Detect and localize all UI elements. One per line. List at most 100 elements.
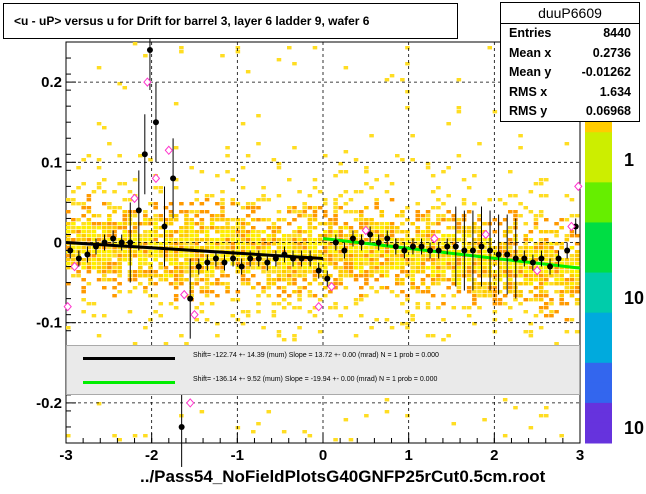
heatmap-cell [287,242,292,246]
heatmap-cell [338,246,343,250]
heatmap-cell [441,170,446,174]
colorbar-segment [585,172,612,183]
colorbar-segment [585,162,612,173]
heatmap-cell [153,186,158,190]
heatmap-cell [569,246,575,250]
heatmap-cell [353,210,359,214]
heatmap-cell [179,50,184,54]
heatmap-cell [163,270,169,274]
heatmap-cell [220,210,225,214]
heatmap-cell [472,282,477,286]
heatmap-cell [117,206,122,210]
heatmap-cell [235,222,241,226]
heatmap-cell [415,226,421,230]
heatmap-cell [379,242,385,246]
heatmap-cell [194,238,200,242]
heatmap-cell [328,290,333,294]
heatmap-cell [199,246,205,250]
heatmap-cell [138,238,143,242]
colorbar-segment [585,142,612,153]
profile-point [204,259,211,266]
heatmap-cell [544,406,549,410]
heatmap-cell [538,290,544,294]
heatmap-cell [343,190,349,194]
heatmap-cell [569,318,575,322]
heatmap-cell [456,274,462,278]
heatmap-cell [143,54,148,58]
heatmap-cell [502,286,508,290]
heatmap-cell [502,230,508,234]
heatmap-cell [544,290,549,294]
heatmap-cell [343,274,349,278]
heatmap-cell [245,234,251,238]
heatmap-cell [173,262,179,266]
heatmap-cell [225,258,230,262]
heatmap-cell [574,282,580,286]
heatmap-cell [102,178,107,182]
heatmap-cell [199,258,205,262]
heatmap-cell [251,254,256,258]
heatmap-cell [281,262,287,266]
heatmap-cell [184,266,189,270]
heatmap-cell [436,258,441,262]
heatmap-cell [251,218,256,222]
heatmap-cell [508,270,513,274]
heatmap-cell [436,186,441,190]
heatmap-cell [194,214,200,218]
heatmap-cell [451,234,457,238]
heatmap-cell [266,242,272,246]
heatmap-cell [508,250,513,254]
heatmap-cell [369,258,374,262]
heatmap-cell [215,282,220,286]
heatmap-cell [261,290,266,294]
heatmap-cell [544,282,549,286]
heatmap-cell [91,214,97,218]
heatmap-cell [425,290,431,294]
heatmap-cell [466,314,472,318]
heatmap-cell [302,274,307,278]
heatmap-cell [523,234,529,238]
heatmap-cell [456,222,462,226]
heatmap-cell [477,242,482,246]
heatmap-cell [194,254,200,258]
heatmap-cell [415,262,421,266]
heatmap-cell [446,266,451,270]
heatmap-cell [281,242,287,246]
heatmap-cell [420,242,426,246]
heatmap-cell [389,226,395,230]
heatmap-cell [482,286,487,290]
heatmap-cell [173,218,179,222]
heatmap-cell [112,222,117,226]
heatmap-cell [451,258,457,262]
heatmap-cell [574,274,580,278]
heatmap-cell [302,202,307,206]
colorbar-segment [585,192,612,203]
heatmap-cell [395,250,400,254]
heatmap-cell [220,230,225,234]
profile-point [255,255,262,262]
heatmap-cell [528,238,534,242]
heatmap-cell [369,266,374,270]
heatmap-cell [266,266,272,270]
heatmap-cell [451,250,457,254]
heatmap-cell [544,414,549,418]
heatmap-cell [225,254,230,258]
heatmap-cell [446,262,451,266]
heatmap-cell [271,158,277,162]
heatmap-cell [461,202,467,206]
heatmap-cell [508,242,513,246]
heatmap-cell [338,266,343,270]
heatmap-cell [225,290,230,294]
profile-point [161,223,168,230]
heatmap-cell [292,234,297,238]
heatmap-cell [389,74,395,78]
heatmap-cell [472,266,477,270]
heatmap-cell [81,310,86,314]
heatmap-cell [374,270,379,274]
colorbar-segment [585,282,612,294]
heatmap-cell [76,202,81,206]
heatmap-cell [569,286,575,290]
heatmap-cell [240,186,246,190]
heatmap-cell [107,258,112,262]
heatmap-cell [328,226,333,230]
